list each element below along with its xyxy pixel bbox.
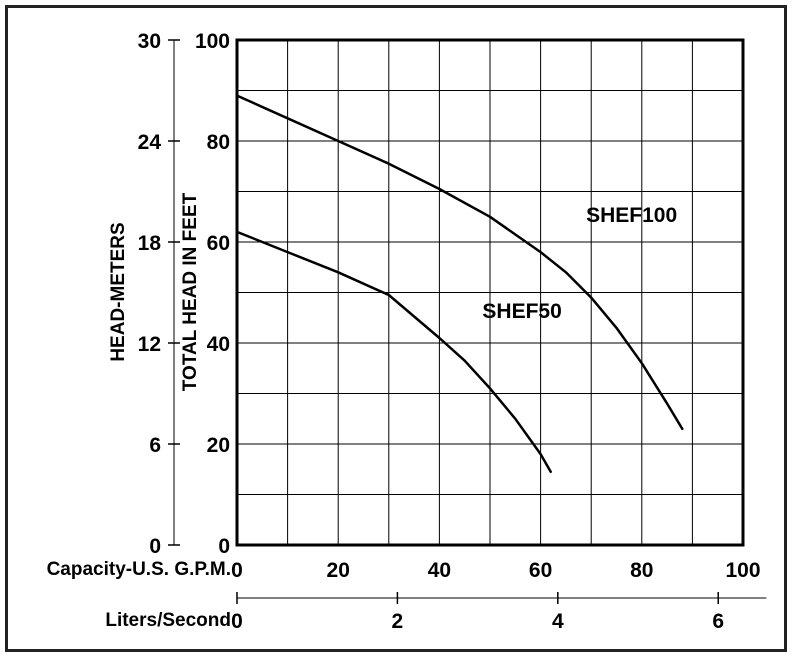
plot-area-border bbox=[235, 38, 745, 547]
y-tick-label: 20 bbox=[207, 434, 230, 457]
x-tick-label: 80 bbox=[630, 559, 653, 582]
x-tick-label: 0 bbox=[231, 559, 243, 582]
y-tick-label: 40 bbox=[207, 333, 230, 356]
y2-tick-label: 18 bbox=[138, 232, 162, 255]
y2-tick-label: 24 bbox=[138, 131, 162, 154]
x-axis-label: Capacity-U.S. G.P.M. bbox=[47, 559, 231, 580]
x2-axis-label: Liters/Second bbox=[105, 610, 231, 631]
x-tick-label: 100 bbox=[725, 559, 760, 582]
x2-tick-label: 6 bbox=[712, 610, 724, 633]
y2-tick-label: 0 bbox=[149, 535, 161, 558]
series-line-shef100 bbox=[235, 94, 684, 431]
y-tick-label: 0 bbox=[218, 535, 230, 558]
x-tick-label: 20 bbox=[327, 559, 350, 582]
y2-tick-label: 30 bbox=[138, 30, 161, 53]
y-tick-label: 100 bbox=[195, 30, 230, 53]
y2-tick-label: 6 bbox=[149, 434, 161, 457]
x2-tick-label: 4 bbox=[552, 610, 564, 633]
series-label-shef100: SHEF100 bbox=[586, 204, 677, 227]
x-tick-label: 60 bbox=[529, 559, 552, 582]
series-line-shef50 bbox=[235, 230, 552, 474]
y2-axis-label: HEAD-METERS bbox=[108, 222, 129, 361]
y2-tick-label: 12 bbox=[138, 333, 161, 356]
y-tick-label: 60 bbox=[207, 232, 230, 255]
x-tick-label: 40 bbox=[428, 559, 451, 582]
y-tick-label: 80 bbox=[207, 131, 230, 154]
y-axis-label: TOTAL HEAD IN FEET bbox=[180, 192, 201, 391]
x2-tick-label: 2 bbox=[392, 610, 404, 633]
series-label-shef50: SHEF50 bbox=[482, 300, 561, 323]
x2-tick-label: 0 bbox=[231, 610, 243, 633]
